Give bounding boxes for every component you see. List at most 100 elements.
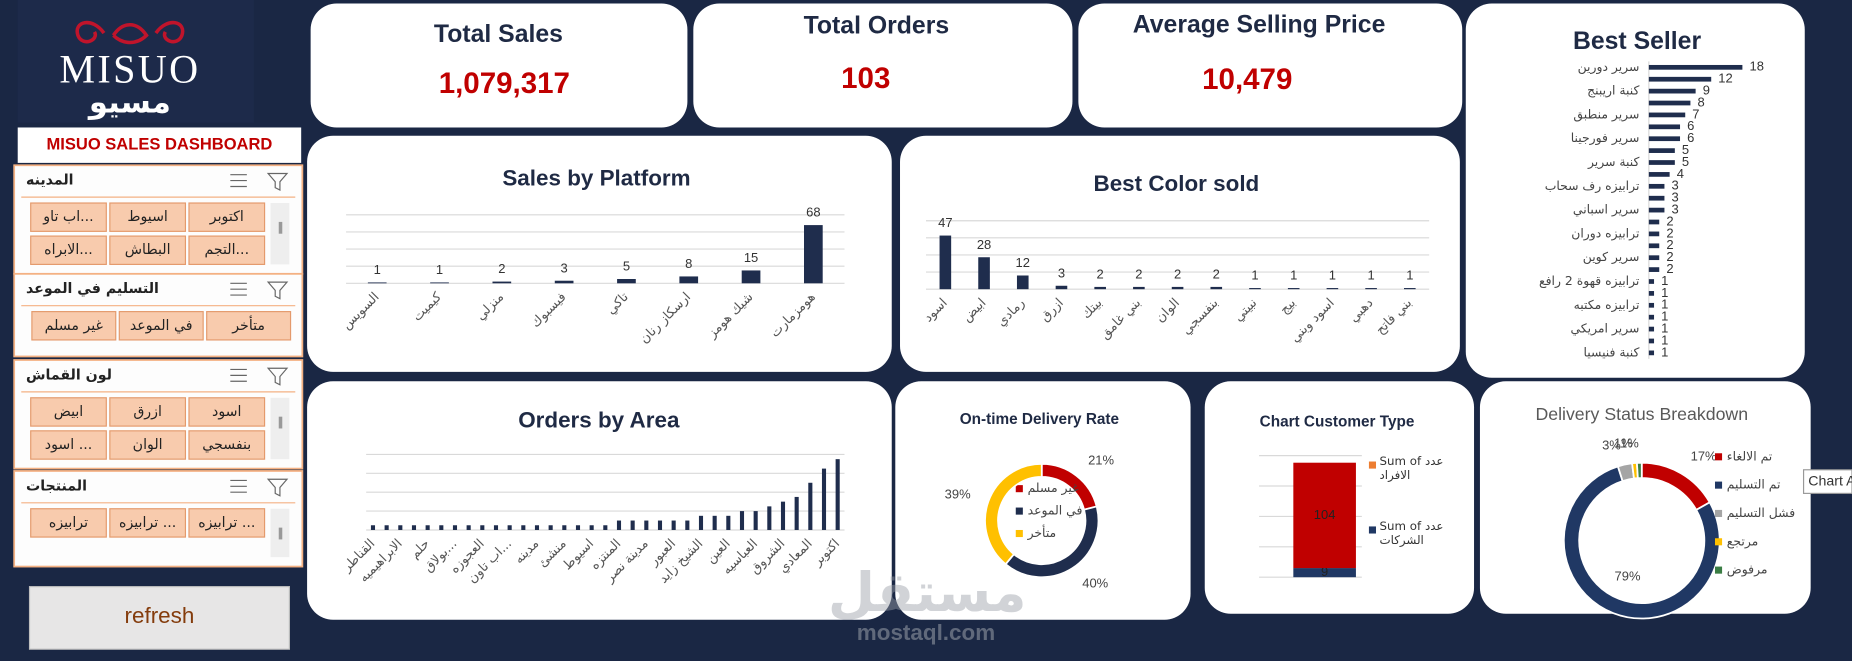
slicer-item[interactable] — [188, 235, 266, 265]
slicer-thumb — [278, 527, 283, 540]
legend-label: مرفوض — [1727, 562, 1768, 578]
slicer-item-label[interactable]: ترابيزه — [49, 515, 88, 531]
data-label: 6 — [1687, 130, 1694, 145]
y-tick-label: كنبة سرير — [1587, 154, 1640, 170]
slicer-item-label[interactable]: ابيض — [54, 404, 84, 420]
legend-marker — [1015, 529, 1023, 538]
data-label: 1 — [1661, 332, 1668, 347]
bar — [1648, 267, 1660, 272]
slicer-item[interactable] — [30, 508, 107, 538]
refresh-label[interactable]: refresh — [125, 603, 195, 628]
data-label: 21% — [1088, 452, 1114, 467]
slicer-item[interactable] — [30, 430, 107, 460]
y-tick-label: سرير اسباني — [1573, 202, 1640, 218]
bar — [1648, 172, 1670, 177]
slicer-item-label[interactable]: ترابيزه ... — [119, 515, 176, 531]
bar — [1648, 314, 1655, 320]
legend-label: في الموعد — [1028, 503, 1083, 519]
slicer-item[interactable] — [188, 430, 266, 460]
legend-marker — [1714, 538, 1723, 546]
slicer-item[interactable] — [109, 397, 187, 427]
slicer-item-label[interactable]: اسود — [212, 404, 241, 420]
bar — [1365, 288, 1377, 290]
bar — [1094, 286, 1106, 290]
slicer-item[interactable] — [109, 430, 187, 460]
slicer-item-label[interactable]: اكتوبر — [209, 209, 244, 225]
slicer-item-label[interactable]: ترابيزه ... — [198, 515, 255, 531]
data-label: 5 — [623, 259, 630, 274]
data-label: 1 — [1661, 273, 1668, 288]
data-label: 2 — [1666, 237, 1673, 252]
kpi-value: 1,079,317 — [439, 67, 570, 100]
data-label: 47 — [938, 215, 952, 230]
kpi-title: Total Orders — [804, 13, 950, 40]
logo-latin: MISUO — [59, 46, 200, 91]
chart-title: On-time Delivery Rate — [960, 411, 1119, 428]
bar — [425, 525, 430, 530]
slicer-item[interactable] — [206, 311, 292, 341]
bar — [466, 525, 471, 530]
data-label: 2 — [1174, 267, 1181, 282]
chart-title: Best Color sold — [1094, 171, 1260, 196]
refresh-button[interactable] — [28, 586, 290, 650]
data-label: 1 — [374, 262, 381, 277]
slicer-item-label[interactable]: ازرق — [133, 404, 162, 420]
slicer-item-label[interactable]: اسود ... — [45, 437, 92, 453]
logo-area — [17, 0, 254, 123]
y-tick-label: سرير امريكي — [1570, 321, 1639, 337]
slicer-item-label[interactable]: اب تاو... — [42, 209, 93, 225]
legend-label: تم الالغاء — [1727, 448, 1773, 463]
data-label: 79% — [1615, 568, 1641, 583]
slicer-title: لون القماش — [26, 367, 112, 383]
slicer-item-label[interactable]: الوان — [133, 437, 163, 453]
data-label: 17% — [1691, 448, 1717, 463]
slicer-item-label[interactable]: في الموعد — [130, 318, 193, 334]
card — [310, 3, 688, 128]
slicer-item-label[interactable]: التجم... — [204, 242, 249, 258]
bar — [1249, 288, 1261, 290]
bar — [1648, 136, 1681, 142]
slicer-item[interactable] — [188, 397, 266, 427]
chart-title: Orders by Area — [518, 407, 680, 432]
slicer-item[interactable] — [109, 235, 187, 265]
bar-segment — [1293, 568, 1356, 578]
slicer-item-label[interactable]: الابراه... — [44, 242, 93, 258]
legend-marker — [1714, 509, 1723, 517]
bar — [1648, 231, 1660, 237]
slicer-item[interactable] — [31, 311, 117, 341]
data-label: 12 — [1718, 71, 1732, 86]
legend-label: مرتجع — [1727, 533, 1758, 549]
bar — [804, 225, 823, 284]
slicer-item-label[interactable]: اسيوط — [127, 209, 167, 225]
data-label: 3 — [1672, 178, 1679, 193]
bar — [439, 525, 444, 530]
data-label: 3 — [1058, 265, 1065, 280]
bar — [939, 235, 952, 290]
bar — [1648, 279, 1655, 284]
slicer-item[interactable] — [109, 508, 187, 538]
data-label: 39% — [945, 486, 971, 501]
slicer-item[interactable] — [118, 311, 204, 341]
bar — [370, 525, 376, 530]
data-label: 6 — [1687, 118, 1694, 133]
slicer-item-label[interactable]: غير مسلم — [45, 318, 104, 334]
legend-label: متأخر — [1027, 524, 1057, 541]
slicer-item[interactable] — [188, 202, 266, 232]
data-label: 1 — [1251, 268, 1258, 283]
bar — [616, 520, 622, 530]
bar — [821, 468, 827, 530]
slicer-item-label[interactable]: بنفسجي — [202, 437, 251, 453]
legend-marker — [1015, 507, 1023, 515]
slicer-item[interactable] — [30, 202, 107, 232]
slicer-item-label[interactable]: البطاش — [125, 242, 171, 258]
slicer-item-label[interactable]: متأخر — [231, 315, 265, 334]
legend-label-box: Sum of عدد الافراد — [1380, 456, 1444, 483]
slicer-item[interactable] — [188, 508, 266, 538]
bar — [384, 525, 389, 530]
slicer-item[interactable] — [30, 397, 107, 427]
slicer-item[interactable] — [109, 202, 187, 232]
bar — [657, 520, 663, 530]
slicer-item[interactable] — [30, 235, 107, 265]
data-label: 9 — [1321, 564, 1328, 579]
